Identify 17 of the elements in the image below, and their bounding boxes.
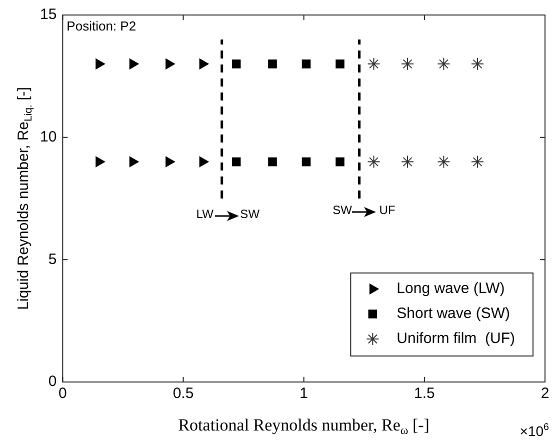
annotation: UF [379,202,396,217]
y-axis-title: Liquid Reynolds number, ReLiq. [-] [15,87,34,310]
legend-label: Long wave (LW) [396,280,505,298]
annotation: LW [196,206,214,221]
x-tick-label: 2 [540,385,550,402]
y-tick-label: 10 [40,128,57,146]
y-tick-label: 15 [40,6,57,24]
annotation: SW [332,202,353,217]
legend-label: Uniform film (UF) [396,330,516,348]
y-tick-label: 5 [48,250,57,268]
x-tick-label: 1.5 [414,385,435,402]
y-tick-label: 0 [48,373,57,390]
legend-label: Short wave (SW) [396,305,510,322]
x-tick-label: 1 [300,385,308,402]
annotation: SW [240,206,260,221]
annotation: Position: P2 [66,18,136,34]
x-tick-label: 0.5 [172,385,194,402]
